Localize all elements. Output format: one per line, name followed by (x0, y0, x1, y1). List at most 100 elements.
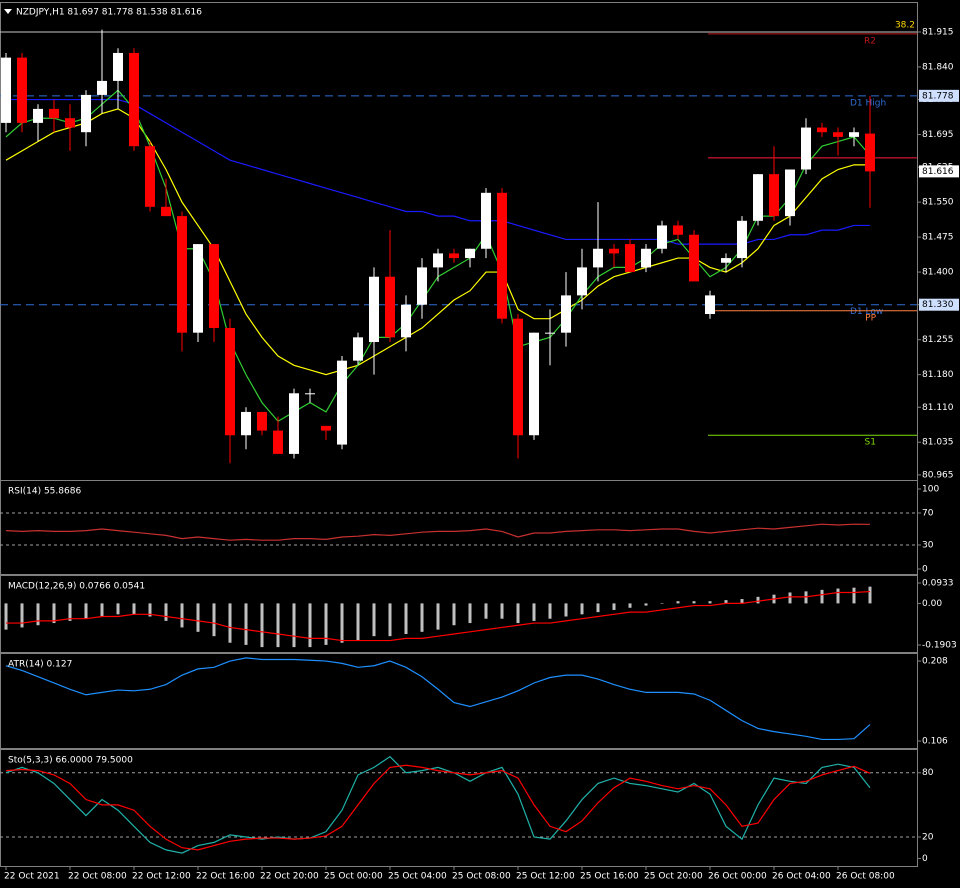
candle-body (545, 332, 555, 334)
menu-arrow[interactable] (4, 9, 12, 14)
histogram-bar (644, 603, 648, 606)
y-tick-label: 100 (922, 485, 939, 495)
candle-body (353, 337, 363, 361)
histogram-bar (100, 603, 104, 617)
y-tick-label: 20 (922, 833, 934, 843)
histogram-bar (532, 603, 536, 621)
histogram-bar (180, 603, 184, 628)
histogram-bar (244, 603, 248, 645)
x-tick-label: 26 Oct 00:00 (708, 872, 767, 882)
histogram-bar (36, 603, 40, 626)
candle-body (305, 393, 315, 395)
candle-body (1, 57, 11, 123)
histogram-bar (356, 603, 360, 641)
histogram-bar (852, 587, 856, 604)
y-tick-label: 81.840 (922, 62, 954, 72)
histogram-bar (212, 603, 216, 637)
y-tick-label: 80 (922, 768, 934, 778)
candle-body (705, 295, 715, 315)
level-label: 38.2 (895, 20, 915, 30)
candle-body (177, 216, 187, 333)
histogram-bar (484, 603, 488, 619)
candle-body (849, 132, 859, 137)
candle-body (225, 328, 235, 436)
candle-body (657, 225, 667, 249)
candle-body (865, 133, 875, 172)
candle-body (257, 411, 267, 431)
candle-body (401, 304, 411, 338)
x-tick-label: 22 Oct 16:00 (196, 872, 255, 882)
y-tick-label: 0.106 (922, 737, 948, 747)
candle-body (801, 127, 811, 170)
candle-body (561, 295, 571, 333)
x-tick-label: 25 Oct 12:00 (516, 872, 575, 882)
price-label-box (919, 165, 959, 178)
x-tick-label: 25 Oct 08:00 (452, 872, 511, 882)
level-label: PP (865, 313, 876, 323)
candle-body (161, 206, 171, 217)
x-tick-label: 22 Oct 12:00 (132, 872, 191, 882)
histogram-bar (228, 603, 232, 643)
level-label: D1 High (850, 98, 886, 108)
panel-frame (0, 653, 918, 749)
histogram-bar (436, 603, 440, 630)
histogram-bar (164, 603, 168, 621)
candle-body (769, 174, 779, 217)
histogram-bar (20, 603, 24, 628)
histogram-bar (132, 603, 136, 615)
x-tick-label: 26 Oct 04:00 (772, 872, 831, 882)
histogram-bar (724, 600, 728, 604)
candle-body (465, 248, 475, 259)
candle-body (529, 332, 539, 436)
candle-body (33, 108, 43, 123)
candle-body (817, 127, 827, 133)
y-tick-label: 81.255 (922, 335, 954, 345)
panel-title: ATR(14) 0.127 (8, 660, 72, 670)
x-tick-label: 22 Oct 20:00 (260, 872, 319, 882)
histogram-bar (276, 603, 280, 648)
candle-body (81, 94, 91, 133)
histogram-bar (404, 603, 408, 634)
candle-body (497, 192, 507, 319)
x-tick-label: 25 Oct 00:00 (324, 872, 383, 882)
y-tick-label: 81.695 (922, 130, 954, 140)
candle-body (129, 52, 139, 147)
candle-body (577, 267, 587, 296)
histogram-bar (116, 603, 120, 615)
y-tick-label: 0.0933 (922, 579, 954, 589)
panel-title: NZDJPY,H1 81.697 81.778 81.538 81.616 (16, 8, 202, 18)
histogram-bar (564, 603, 568, 617)
histogram-bar (148, 603, 152, 617)
histogram-bar (612, 603, 616, 610)
candle-body (65, 118, 75, 128)
histogram-bar (548, 603, 552, 619)
y-tick-label: 81.035 (922, 438, 954, 448)
candle-body (673, 225, 683, 235)
candle-body (17, 57, 27, 123)
price-label-box (919, 298, 959, 311)
histogram-bar (388, 603, 392, 637)
histogram-bar (596, 603, 600, 613)
y-tick-label: 81.550 (922, 198, 954, 208)
x-tick-label: 26 Oct 08:00 (836, 872, 895, 882)
indicator-line (6, 590, 871, 642)
histogram-bar (260, 603, 264, 648)
histogram-bar (740, 599, 744, 604)
candle-body (337, 360, 347, 445)
y-tick-label: 0 (922, 854, 928, 864)
x-tick-label: 22 Oct 2021 (4, 872, 60, 882)
candle-body (625, 244, 635, 273)
price-label: 81.778 (922, 91, 954, 101)
histogram-bar (580, 603, 584, 615)
histogram-bar (52, 603, 56, 624)
x-tick-label: 25 Oct 20:00 (644, 872, 703, 882)
candle-body (513, 318, 523, 436)
candle-body (145, 146, 155, 207)
y-tick-label: 0.00 (922, 599, 942, 609)
histogram-bar (340, 603, 344, 643)
level-label: R2 (864, 36, 876, 46)
histogram-bar (868, 586, 872, 604)
candle-body (209, 244, 219, 329)
y-tick-label: 81.110 (922, 403, 954, 413)
